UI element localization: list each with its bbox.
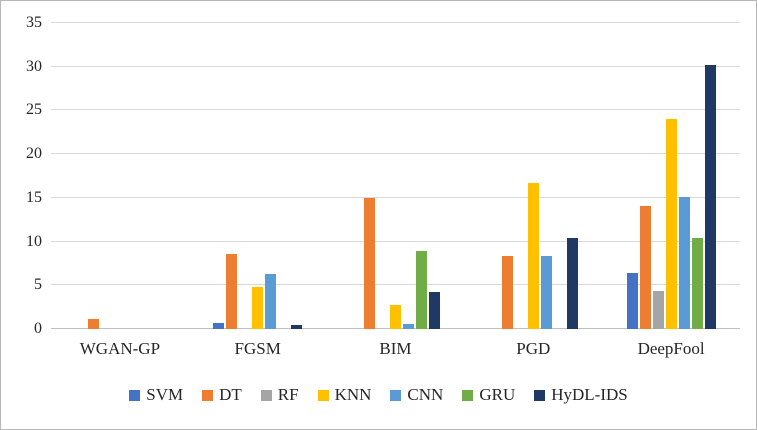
x-axis-label-fgsm: FGSM bbox=[234, 339, 281, 358]
bar-knn-deepfool bbox=[665, 119, 677, 329]
bar-hydl-ids-bim bbox=[428, 292, 440, 329]
x-axis-label-wgan-gp: WGAN-GP bbox=[79, 339, 161, 358]
legend-swatch-svm bbox=[129, 389, 141, 401]
legend-item-cnn: CNN bbox=[390, 385, 443, 405]
legend-swatch-dt bbox=[202, 389, 214, 401]
gridline-15 bbox=[51, 196, 740, 198]
legend-label-cnn: CNN bbox=[407, 385, 444, 404]
plot-area: 0 5 10 15 20 25 30 35 bbox=[26, 15, 740, 337]
x-axis-label-deepfool: DeepFool bbox=[637, 339, 705, 358]
legend-item-knn: KNN bbox=[317, 385, 372, 405]
legend-label-svm: SVM bbox=[146, 385, 184, 404]
y-tick-label-15: 15 bbox=[26, 188, 42, 206]
bar-cnn-bim bbox=[402, 323, 414, 329]
legend-label-gru: GRU bbox=[479, 385, 516, 404]
legend-item-gru: GRU bbox=[462, 385, 515, 405]
bar-cnn-deepfool bbox=[678, 196, 690, 329]
gridline-10 bbox=[51, 240, 740, 242]
bar-dt-wgan-gp bbox=[88, 318, 100, 329]
bar-svm-deepfool bbox=[626, 273, 638, 329]
gridline-25 bbox=[51, 109, 740, 111]
y-tick-label-5: 5 bbox=[34, 276, 42, 294]
legend-label-dt: DT bbox=[219, 385, 242, 404]
bar-group-wgan-gp bbox=[51, 23, 189, 329]
bar-group-deepfool bbox=[602, 23, 740, 329]
bar-dt-bim bbox=[363, 197, 375, 329]
bar-hydl-ids-deepfool bbox=[704, 64, 716, 329]
legend-item-rf: RF bbox=[260, 385, 299, 405]
legend-item-dt: DT bbox=[202, 385, 242, 405]
y-tick-label-25: 25 bbox=[26, 101, 42, 119]
bar-dt-pgd bbox=[501, 255, 513, 329]
legend-swatch-hydl-ids bbox=[534, 389, 546, 401]
bar-group-bim bbox=[327, 23, 465, 329]
legend-label-knn: KNN bbox=[334, 385, 372, 404]
gridline-30 bbox=[51, 65, 740, 67]
legend-label-hydl-ids: HyDL-IDS bbox=[551, 385, 628, 404]
legend-swatch-rf bbox=[260, 389, 272, 401]
bar-cnn-fgsm bbox=[265, 273, 277, 329]
x-axis-label-pgd: PGD bbox=[516, 339, 551, 358]
legend-item-svm: SVM bbox=[129, 385, 183, 405]
y-tick-label-20: 20 bbox=[26, 145, 42, 163]
bar-group-pgd bbox=[464, 23, 602, 329]
legend-label-rf: RF bbox=[277, 385, 299, 404]
bar-rf-deepfool bbox=[652, 290, 664, 329]
y-tick-label-35: 35 bbox=[26, 14, 42, 31]
legend-swatch-gru bbox=[462, 389, 474, 401]
bar-hydl-ids-fgsm bbox=[291, 324, 303, 329]
legend: SVM DT RF KNN CNN GRU HyDL-IDS bbox=[1, 385, 756, 405]
bar-gru-bim bbox=[415, 251, 427, 329]
bar-knn-fgsm bbox=[252, 287, 264, 329]
bar-hydl-ids-pgd bbox=[566, 238, 578, 329]
bar-cnn-pgd bbox=[540, 255, 552, 329]
y-tick-label-0: 0 bbox=[34, 320, 42, 337]
x-axis-labels: WGAN-GP FGSM BIM PGD DeepFool bbox=[51, 339, 740, 359]
legend-swatch-cnn bbox=[390, 389, 402, 401]
bar-knn-bim bbox=[389, 304, 401, 329]
bar-gru-deepfool bbox=[691, 238, 703, 329]
legend-swatch-knn bbox=[317, 389, 329, 401]
gridline-5 bbox=[51, 284, 740, 286]
bar-groups bbox=[51, 23, 740, 329]
bar-group-fgsm bbox=[189, 23, 327, 329]
x-axis-label-bim: BIM bbox=[379, 339, 412, 358]
gridline-35 bbox=[51, 22, 740, 23]
bar-dt-fgsm bbox=[226, 253, 238, 329]
bar-knn-pgd bbox=[527, 183, 539, 329]
gridline-20 bbox=[51, 153, 740, 155]
y-tick-label-10: 10 bbox=[26, 232, 42, 250]
bar-svm-fgsm bbox=[213, 322, 225, 329]
legend-item-hydl-ids: HyDL-IDS bbox=[534, 385, 628, 405]
bar-dt-deepfool bbox=[639, 205, 651, 329]
y-tick-label-30: 30 bbox=[26, 57, 42, 75]
